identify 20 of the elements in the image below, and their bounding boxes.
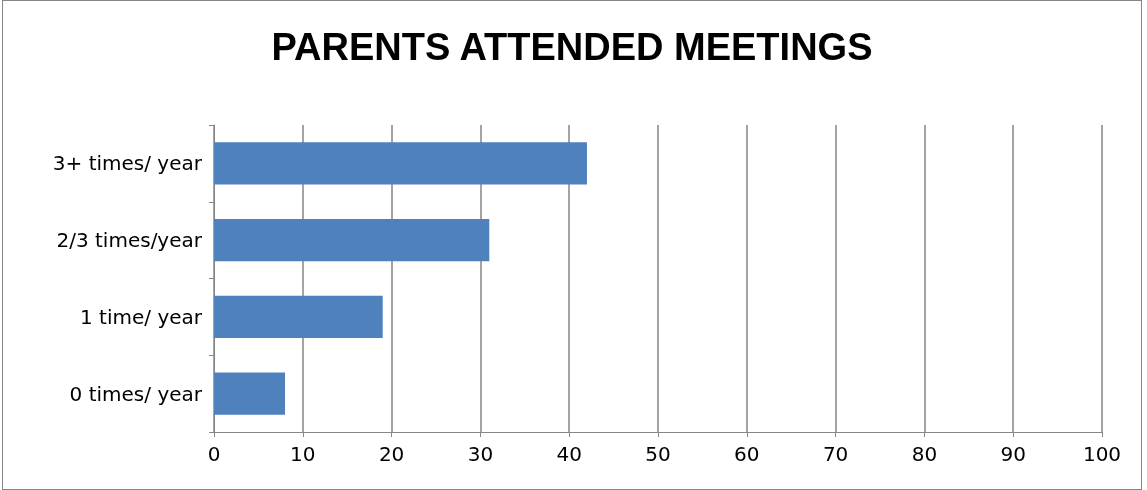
chart-title: PARENTS ATTENDED MEETINGS	[271, 26, 873, 68]
x-tick-label: 0	[207, 442, 221, 466]
y-tick-label: 0 times/ year	[69, 381, 203, 406]
y-tick-label: 1 time/ year	[80, 304, 203, 329]
x-tick-label: 90	[1000, 442, 1026, 466]
x-tick-label: 50	[645, 442, 671, 466]
x-tick-label: 80	[911, 442, 938, 466]
bar	[214, 372, 286, 415]
x-tick-label: 60	[734, 442, 760, 466]
x-tick-label: 20	[378, 442, 405, 466]
y-tick-label: 2/3 times/year	[56, 228, 203, 253]
x-tick-label: 40	[556, 442, 582, 466]
x-tick-label: 100	[1082, 442, 1122, 466]
bar	[214, 295, 383, 338]
x-tick-label: 10	[290, 442, 316, 466]
x-tick-label: 30	[467, 442, 494, 466]
bar	[214, 142, 587, 185]
x-tick-label: 70	[822, 442, 849, 466]
y-tick-label: 3+ times/ year	[52, 151, 203, 176]
bar	[214, 219, 490, 262]
